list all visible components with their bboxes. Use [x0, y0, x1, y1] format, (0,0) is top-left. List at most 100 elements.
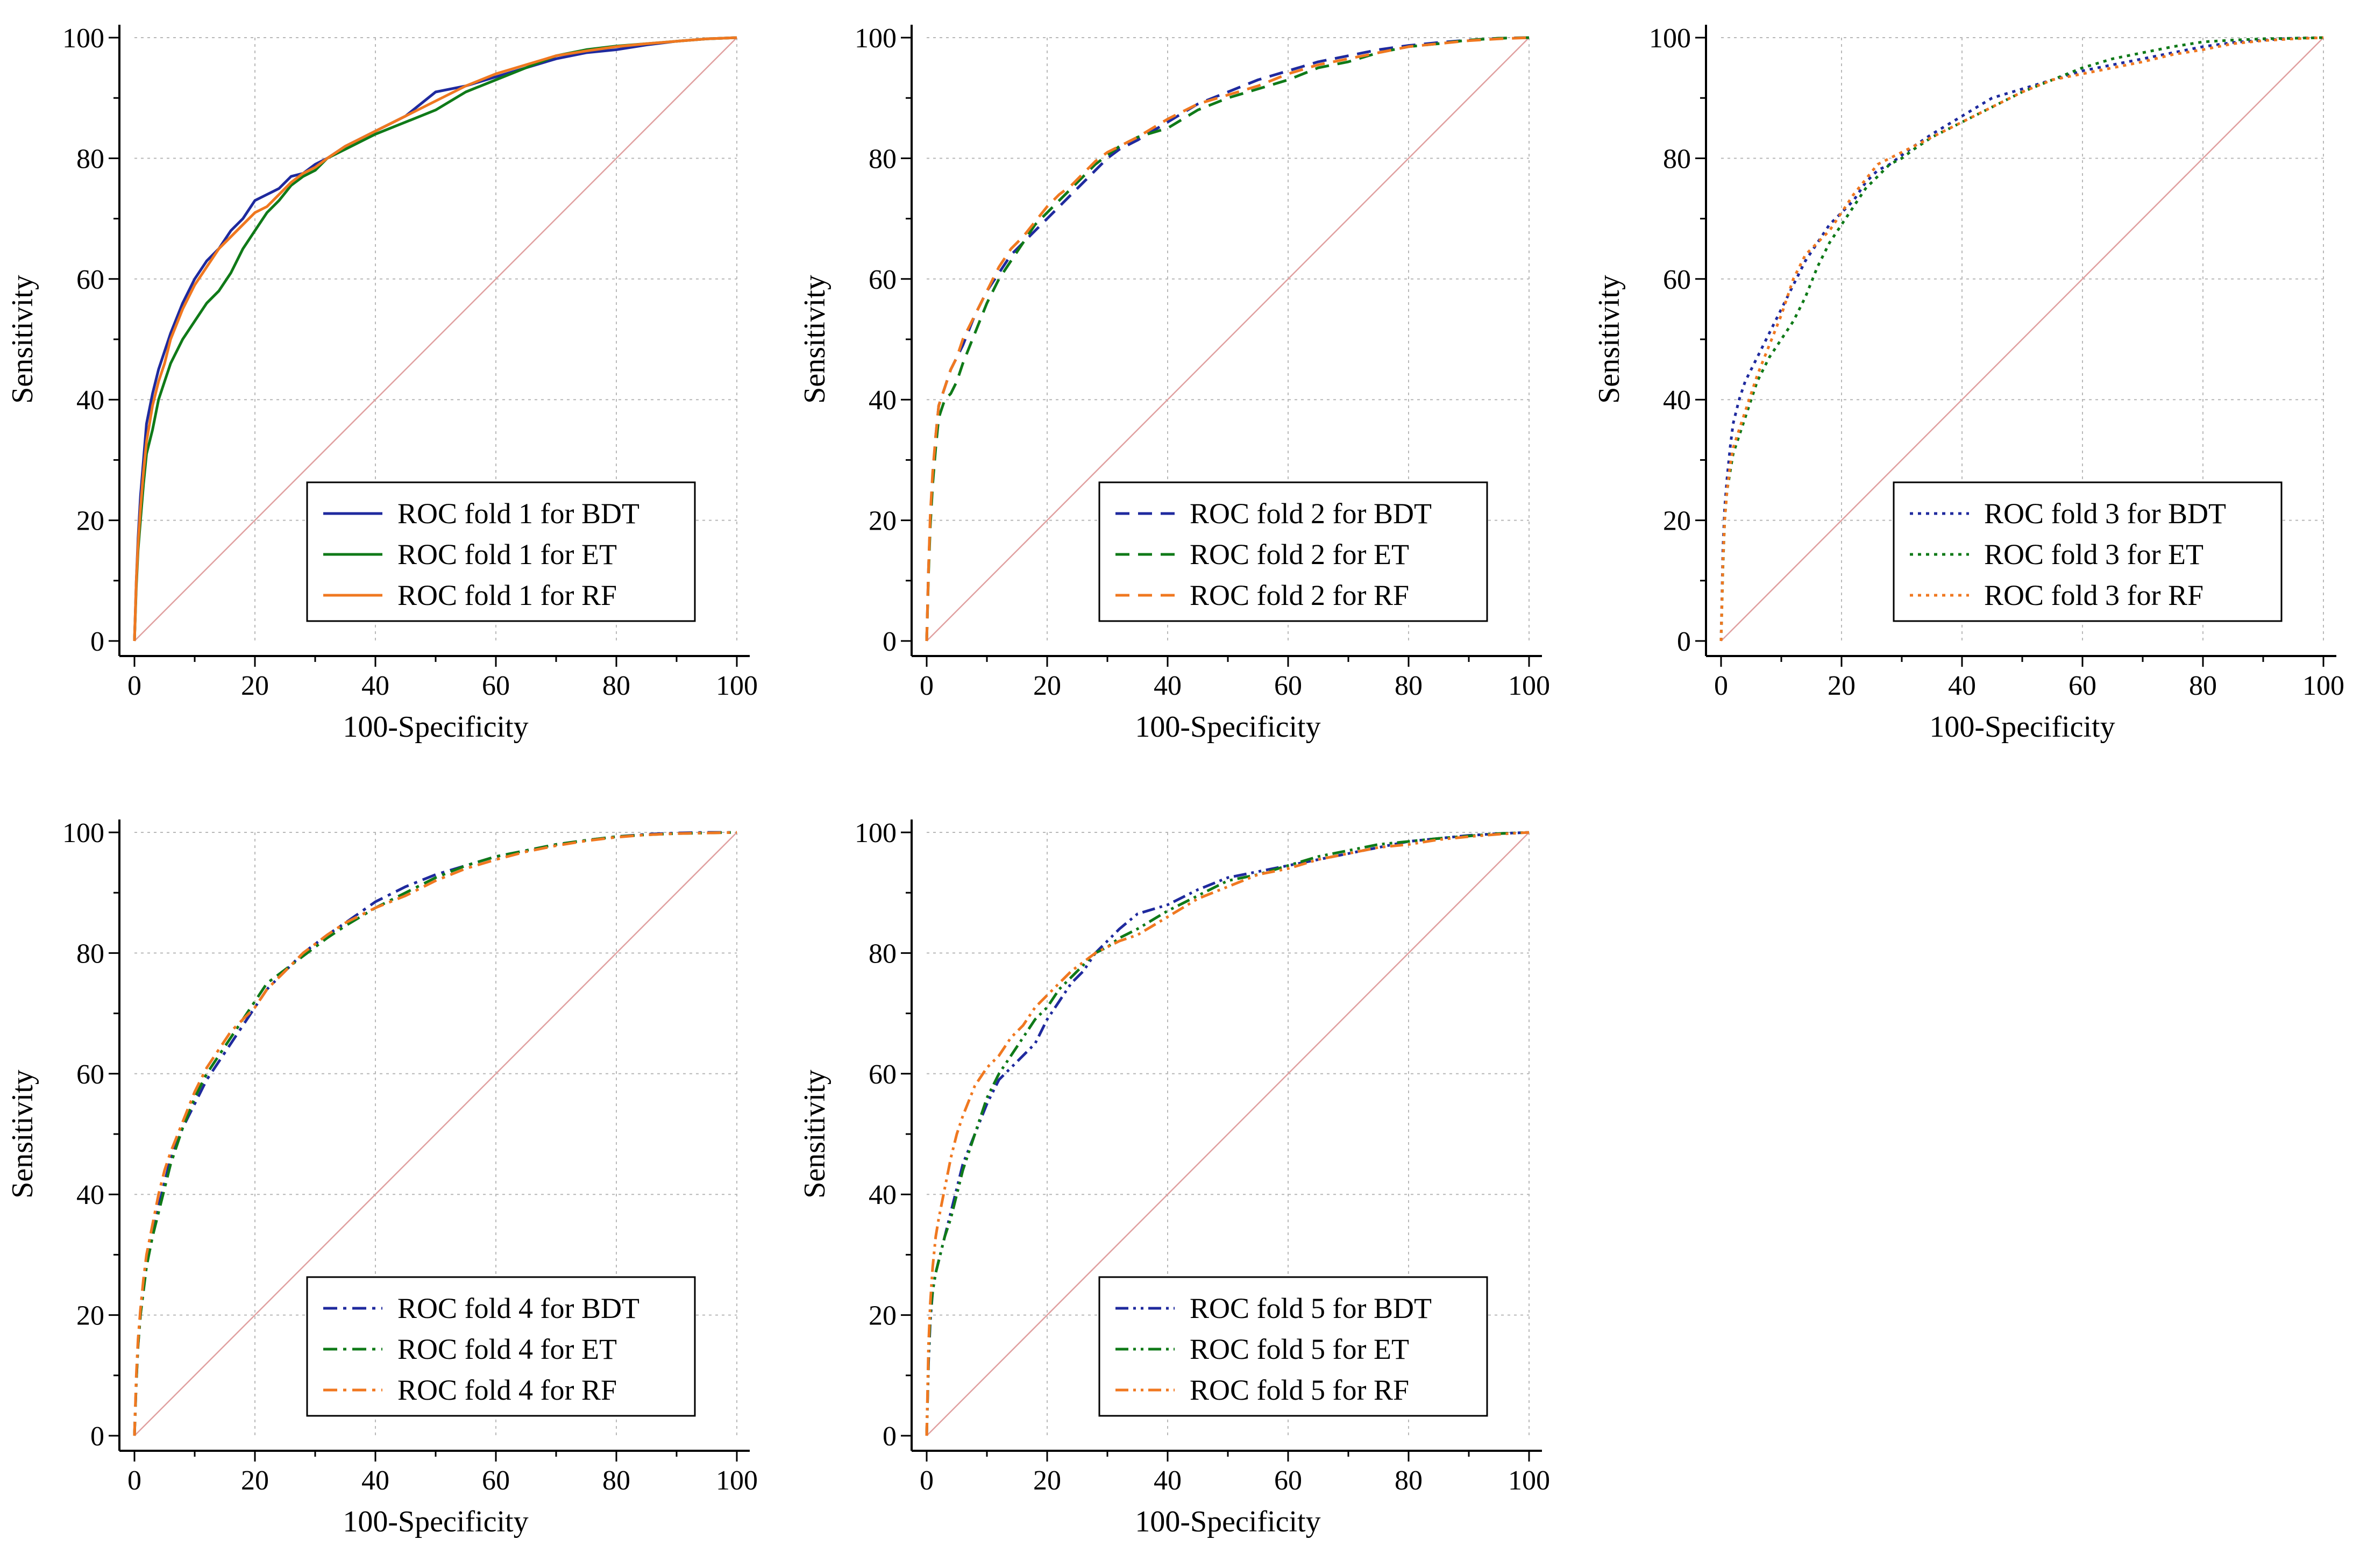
y-tick-label: 60 [1663, 265, 1691, 295]
roc-panel-5: 0 20 40 60 80 100 0 20 40 60 80 100 100-Specificity S… [798, 818, 1550, 1538]
reference-diagonal-line [1721, 37, 2324, 642]
roc-panel-4: 0 20 40 60 80 100 0 20 40 60 80 100 100-Specificity S… [6, 818, 758, 1538]
roc-curve-et [925, 36, 1530, 642]
roc-curve-bdt [133, 36, 737, 642]
y-tick-label: 80 [76, 938, 104, 969]
reference-diagonal-line [926, 37, 1530, 642]
x-tick-label: 40 [1154, 671, 1182, 701]
y-tick-label: 80 [1663, 144, 1691, 174]
y-tick-label: 0 [883, 1421, 897, 1452]
legend-label-et: ROC fold 3 for ET [1984, 538, 2203, 571]
legend-label-et: ROC fold 2 for ET [1190, 538, 1409, 571]
x-tick-label: 20 [241, 1465, 269, 1496]
y-tick-label: 60 [869, 1059, 897, 1090]
x-tick-label: 40 [361, 1465, 389, 1496]
y-tick-label: 60 [869, 265, 897, 295]
x-tick-label: 60 [482, 1465, 510, 1496]
y-tick-label: 20 [869, 506, 897, 537]
legend-label-rf: ROC fold 4 for RF [397, 1374, 617, 1406]
reference-diagonal-line [134, 37, 737, 642]
roc-curve-et [1719, 36, 2324, 642]
y-tick-label: 60 [76, 1059, 104, 1090]
roc-panel-2: 0 20 40 60 80 100 0 20 40 60 80 100 100-Specificity S… [798, 23, 1550, 744]
x-tick-label: 80 [2189, 671, 2217, 701]
legend: ROC fold 2 for BDT ROC fold 2 for ET ROC f… [1098, 481, 1488, 622]
y-tick-label: 40 [869, 385, 897, 416]
legend-label-bdt: ROC fold 4 for BDT [397, 1292, 639, 1324]
x-tick-label: 0 [1714, 671, 1728, 701]
x-tick-label: 60 [1274, 671, 1302, 701]
x-tick-label: 20 [1033, 671, 1061, 701]
legend-label-bdt: ROC fold 2 for BDT [1190, 497, 1432, 530]
x-tick-label: 60 [482, 671, 510, 701]
legend: ROC fold 5 for BDT ROC fold 5 for ET ROC f… [1098, 1276, 1488, 1417]
x-tick-label: 100 [1508, 1465, 1550, 1496]
y-tick-label: 20 [1663, 506, 1691, 537]
y-tick-label: 0 [1677, 626, 1691, 657]
legend-box [1098, 481, 1488, 622]
legend-label-rf: ROC fold 1 for RF [397, 579, 617, 611]
legend-label-rf: ROC fold 3 for RF [1984, 579, 2203, 611]
y-tick-label: 80 [869, 938, 897, 969]
roc-curve-bdt [1719, 36, 2324, 642]
legend-box [1893, 481, 2283, 622]
x-tick-label: 40 [361, 671, 389, 701]
roc-panel-3: 0 20 40 60 80 100 0 20 40 60 80 100 100-Specificity S… [1593, 23, 2344, 744]
y-axis-label: Sensitivity [6, 275, 39, 404]
x-tick-label: 0 [127, 671, 141, 701]
legend-box [1098, 1276, 1488, 1417]
legend-label-bdt: ROC fold 5 for BDT [1190, 1292, 1432, 1324]
reference-diagonal-line [926, 832, 1530, 1436]
x-tick-label: 80 [602, 1465, 630, 1496]
y-tick-label: 100 [62, 818, 104, 849]
x-axis-label: 100-Specificity [343, 1505, 528, 1538]
y-tick-label: 100 [855, 818, 897, 849]
y-tick-label: 40 [76, 385, 104, 416]
x-axis-label: 100-Specificity [1135, 1505, 1320, 1538]
y-tick-label: 100 [855, 23, 897, 54]
x-tick-label: 20 [1828, 671, 1856, 701]
x-tick-label: 0 [127, 1465, 141, 1496]
y-tick-label: 20 [76, 1301, 104, 1331]
x-tick-label: 80 [1395, 671, 1423, 701]
x-axis-label: 100-Specificity [343, 710, 528, 744]
x-tick-label: 20 [241, 671, 269, 701]
legend-label-bdt: ROC fold 3 for BDT [1984, 497, 2226, 530]
y-tick-label: 80 [76, 144, 104, 174]
y-tick-label: 80 [869, 144, 897, 174]
y-axis-label: Sensitivity [1593, 275, 1626, 404]
legend-box [306, 481, 696, 622]
y-axis-label: Sensitivity [798, 275, 831, 404]
legend-label-rf: ROC fold 2 for RF [1190, 579, 1409, 611]
legend-label-et: ROC fold 5 for ET [1190, 1333, 1409, 1365]
x-tick-label: 0 [920, 671, 934, 701]
y-tick-label: 0 [883, 626, 897, 657]
roc-curve-rf [133, 831, 737, 1436]
y-tick-label: 20 [76, 506, 104, 537]
x-tick-label: 40 [1154, 1465, 1182, 1496]
legend-label-rf: ROC fold 5 for RF [1190, 1374, 1409, 1406]
roc-panel-1: 0 20 40 60 80 100 0 20 40 60 80 100 100-Specificity S… [6, 23, 758, 744]
legend: ROC fold 1 for BDT ROC fold 1 for ET ROC f… [306, 481, 696, 622]
x-tick-label: 20 [1033, 1465, 1061, 1496]
reference-diagonal-line [134, 832, 737, 1436]
x-tick-label: 80 [1395, 1465, 1423, 1496]
y-tick-label: 0 [90, 626, 104, 657]
roc-curve-et [925, 831, 1530, 1436]
y-axis-label: Sensitivity [6, 1070, 39, 1199]
y-tick-label: 60 [76, 265, 104, 295]
roc-curve-rf [925, 831, 1530, 1436]
y-tick-label: 100 [1649, 23, 1691, 54]
x-tick-label: 100 [716, 671, 758, 701]
y-tick-label: 40 [76, 1180, 104, 1210]
legend: ROC fold 4 for BDT ROC fold 4 for ET ROC f… [306, 1276, 696, 1417]
legend: ROC fold 3 for BDT ROC fold 3 for ET ROC f… [1893, 481, 2283, 622]
y-tick-label: 40 [1663, 385, 1691, 416]
x-tick-label: 100 [2302, 671, 2344, 701]
x-tick-label: 60 [1274, 1465, 1302, 1496]
y-axis-label: Sensitivity [798, 1070, 831, 1199]
y-tick-label: 100 [62, 23, 104, 54]
legend-label-et: ROC fold 1 for ET [397, 538, 617, 571]
y-tick-label: 0 [90, 1421, 104, 1452]
